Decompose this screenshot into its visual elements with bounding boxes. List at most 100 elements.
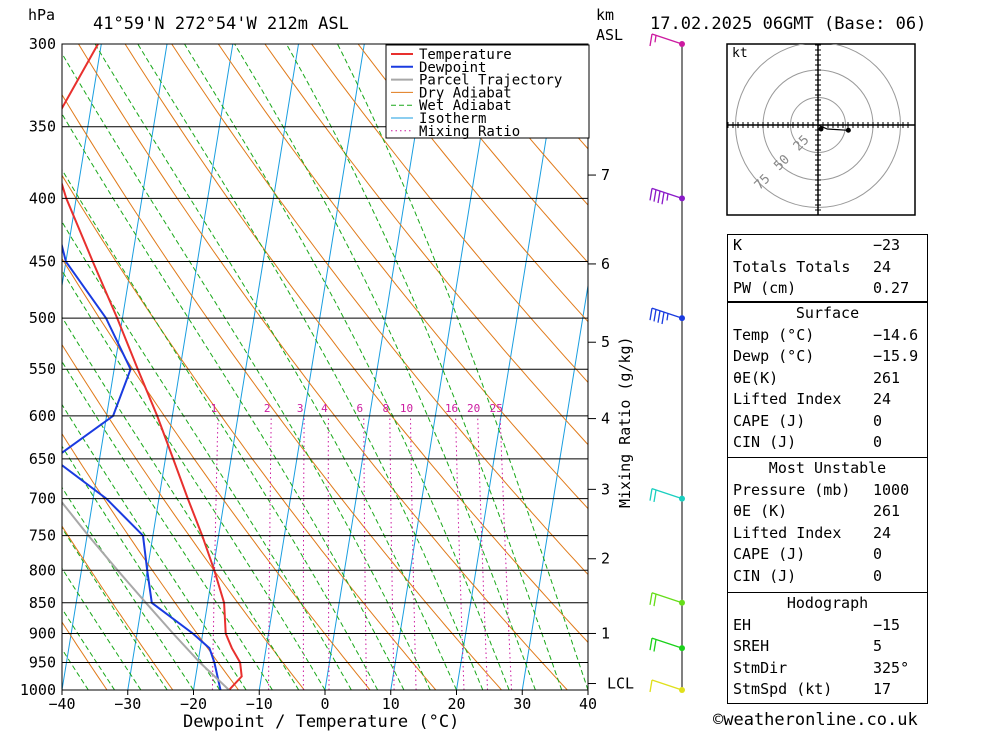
- wind-barb-flag: [653, 309, 657, 322]
- index-row: CAPE (J) 0: [728, 544, 927, 566]
- legend-label: Mixing Ratio: [419, 124, 520, 140]
- isotherm-line: [193, 44, 299, 690]
- wind-barb-flag: [649, 679, 653, 693]
- wind-barb-staff: [651, 679, 683, 691]
- pressure-tick-label: 1000: [20, 681, 56, 699]
- x-tick-label: −40: [48, 695, 75, 713]
- mixing-ratio-line: [499, 415, 512, 690]
- asl-label: ASL: [596, 26, 623, 44]
- wet-adiabat-line: [62, 220, 352, 690]
- index-row: EH −15: [728, 615, 927, 637]
- wind-barb-flag: [666, 313, 669, 321]
- index-row: SREH 5: [728, 636, 927, 658]
- location-label: 41°59'N 272°54'W 212m ASL: [93, 14, 349, 34]
- mixing-ratio-label: 4: [321, 402, 328, 415]
- wind-barb-flag: [649, 33, 653, 47]
- hodograph-point: [845, 127, 851, 133]
- wind-barb-staff: [651, 637, 683, 649]
- index-row: Totals Totals 24: [728, 257, 927, 279]
- index-key: K: [733, 236, 743, 254]
- isotherm-line: [62, 44, 168, 690]
- height-tick-label: LCL: [607, 675, 634, 693]
- x-tick-label: −10: [246, 695, 273, 713]
- index-value: 5: [873, 637, 883, 655]
- datetime-label: 17.02.2025 06GMT (Base: 06): [650, 14, 926, 34]
- index-value: −14.6: [873, 325, 919, 344]
- index-value: 24: [873, 390, 892, 408]
- index-key: SREH: [733, 637, 770, 655]
- mixing-ratio-label: 16: [445, 402, 458, 415]
- legend-label: Parcel Trajectory: [419, 73, 562, 89]
- index-key: CIN (J): [733, 566, 797, 585]
- index-row: CIN (J) 0: [728, 432, 927, 454]
- index-row: Lifted Index 24: [728, 389, 927, 411]
- wind-barb-staff: [651, 187, 683, 199]
- dry-adiabat-line: [357, 44, 588, 323]
- height-tick-label: 6: [601, 255, 610, 273]
- pressure-tick-label: 750: [29, 527, 56, 545]
- mixing-ratio-line: [268, 415, 272, 690]
- legend-label: Wet Adiabat: [419, 98, 512, 114]
- index-value: 325°: [873, 658, 910, 677]
- hodograph-trace: [817, 124, 849, 131]
- hodograph-title: Hodograph: [786, 594, 869, 612]
- mixing-ratio-line: [211, 415, 219, 690]
- index-value: 1000: [873, 480, 910, 499]
- mixing-ratio-label: 10: [400, 402, 413, 415]
- pressure-tick-label: 300: [29, 35, 56, 53]
- index-row: Pressure (mb) 1000: [728, 480, 927, 502]
- index-row: CIN (J) 0: [728, 566, 927, 588]
- index-value: 0: [873, 433, 883, 451]
- wind-barb: [649, 488, 685, 503]
- km-label: km: [596, 6, 614, 24]
- x-tick-label: 40: [579, 695, 597, 713]
- wind-barb-flag: [653, 593, 657, 607]
- credit-label: ©weatheronline.co.uk: [713, 710, 918, 730]
- parcel-trajectory-profile: [62, 500, 230, 690]
- x-tick-label: 20: [447, 695, 465, 713]
- wet-adiabat-line: [285, 44, 563, 690]
- index-row: θE(K) 261: [728, 368, 927, 390]
- mixing-ratio-label: 2: [264, 402, 271, 415]
- wet-adiabat-line: [137, 44, 484, 690]
- index-value: 24: [873, 523, 892, 542]
- wind-barb: [649, 33, 685, 47]
- index-value: −15: [873, 615, 901, 634]
- x-axis-title: Dewpoint / Temperature (°C): [183, 712, 459, 732]
- wind-barb-flag: [657, 310, 661, 323]
- indices-panel-unstable: Most Unstable Pressure (mb) 1000 θE (K) 261…: [727, 457, 928, 594]
- index-row: K −23: [728, 235, 927, 257]
- index-row: StmSpd (kt) 17: [728, 679, 927, 701]
- mixing-ratio-line: [327, 415, 330, 690]
- index-value: 0: [873, 545, 883, 563]
- surface-title: Surface: [795, 304, 860, 322]
- index-value: 17: [873, 680, 892, 698]
- index-key: StmSpd (kt): [733, 680, 833, 698]
- index-row: θE (K) 261: [728, 501, 927, 523]
- index-row: StmDir 325°: [728, 658, 927, 680]
- indices-panel-top: K −23 Totals Totals 24 PW (cm) 0.27: [727, 234, 928, 302]
- wind-barb-flag: [661, 311, 665, 325]
- pressure-tick-label: 550: [29, 360, 56, 378]
- pressure-tick-label: 700: [29, 490, 56, 508]
- dry-adiabat-line: [62, 525, 174, 690]
- index-value: −23: [873, 236, 901, 254]
- mixing-ratio-label: 8: [382, 402, 389, 415]
- index-key: Totals Totals: [733, 257, 851, 276]
- pressure-tick-label: 600: [29, 407, 56, 425]
- pressure-tick-label: 400: [29, 189, 56, 207]
- index-key: Temp (°C): [733, 325, 815, 344]
- wet-adiabat-line: [94, 44, 457, 690]
- height-axis-title: Mixing Ratio (g/kg): [616, 336, 634, 508]
- height-tick-label: 5: [601, 333, 610, 351]
- wind-barb-flag: [654, 35, 657, 43]
- index-key: CAPE (J): [733, 411, 806, 430]
- wind-barb-flag: [649, 307, 653, 321]
- mixing-ratio-line: [363, 415, 367, 690]
- index-key: CAPE (J): [733, 545, 806, 563]
- x-tick-label: −30: [114, 695, 141, 713]
- wet-adiabat-line: [337, 44, 588, 690]
- mixing-ratio-label: 25: [490, 402, 503, 415]
